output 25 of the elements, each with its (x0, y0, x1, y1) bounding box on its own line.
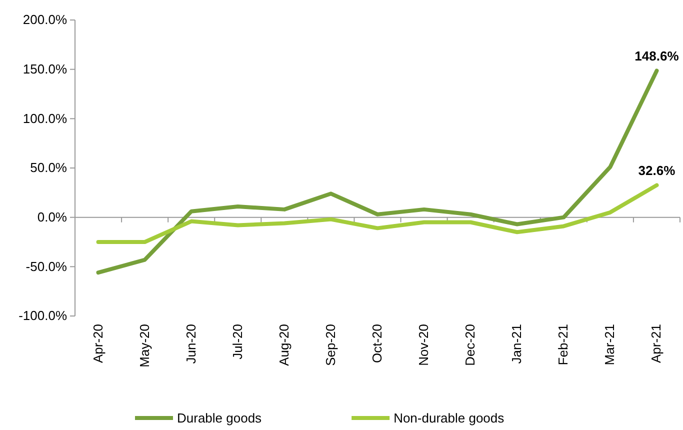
x-tick-label: Aug-20 (276, 324, 292, 366)
x-tick-label: Oct-20 (370, 324, 384, 364)
x-tick-label: Jan-21 (509, 324, 524, 364)
y-tick-label: -50.0% (26, 258, 68, 274)
data-label: 32.6% (638, 163, 676, 178)
data-label: 148.6% (634, 48, 680, 64)
x-tick-label: Feb-21 (556, 324, 571, 366)
y-tick-label: 100.0% (22, 110, 68, 126)
y-tick-label: 50.0% (30, 160, 68, 176)
x-tick-label: Jul-20 (230, 324, 245, 360)
y-tick-label: -100.0% (18, 308, 68, 324)
x-tick-label: Mar-21 (602, 324, 618, 366)
legend-label: Durable goods (177, 410, 262, 426)
legend-label: Non-durable goods (394, 410, 505, 426)
y-tick-label: 200.0% (22, 12, 68, 28)
x-tick-label: Dec-20 (462, 324, 478, 366)
x-tick-label: Apr-20 (90, 324, 106, 364)
x-tick-label: Sep-20 (322, 324, 338, 366)
x-tick-label: Apr-21 (648, 324, 664, 364)
x-tick-label: Nov-20 (416, 324, 432, 366)
x-tick-label: Jun-20 (183, 324, 198, 364)
line-series (96, 183, 659, 244)
y-tick-label: 150.0% (22, 61, 68, 76)
y-tick-label: 0.0% (37, 209, 68, 224)
x-tick-label: May-20 (136, 324, 152, 368)
